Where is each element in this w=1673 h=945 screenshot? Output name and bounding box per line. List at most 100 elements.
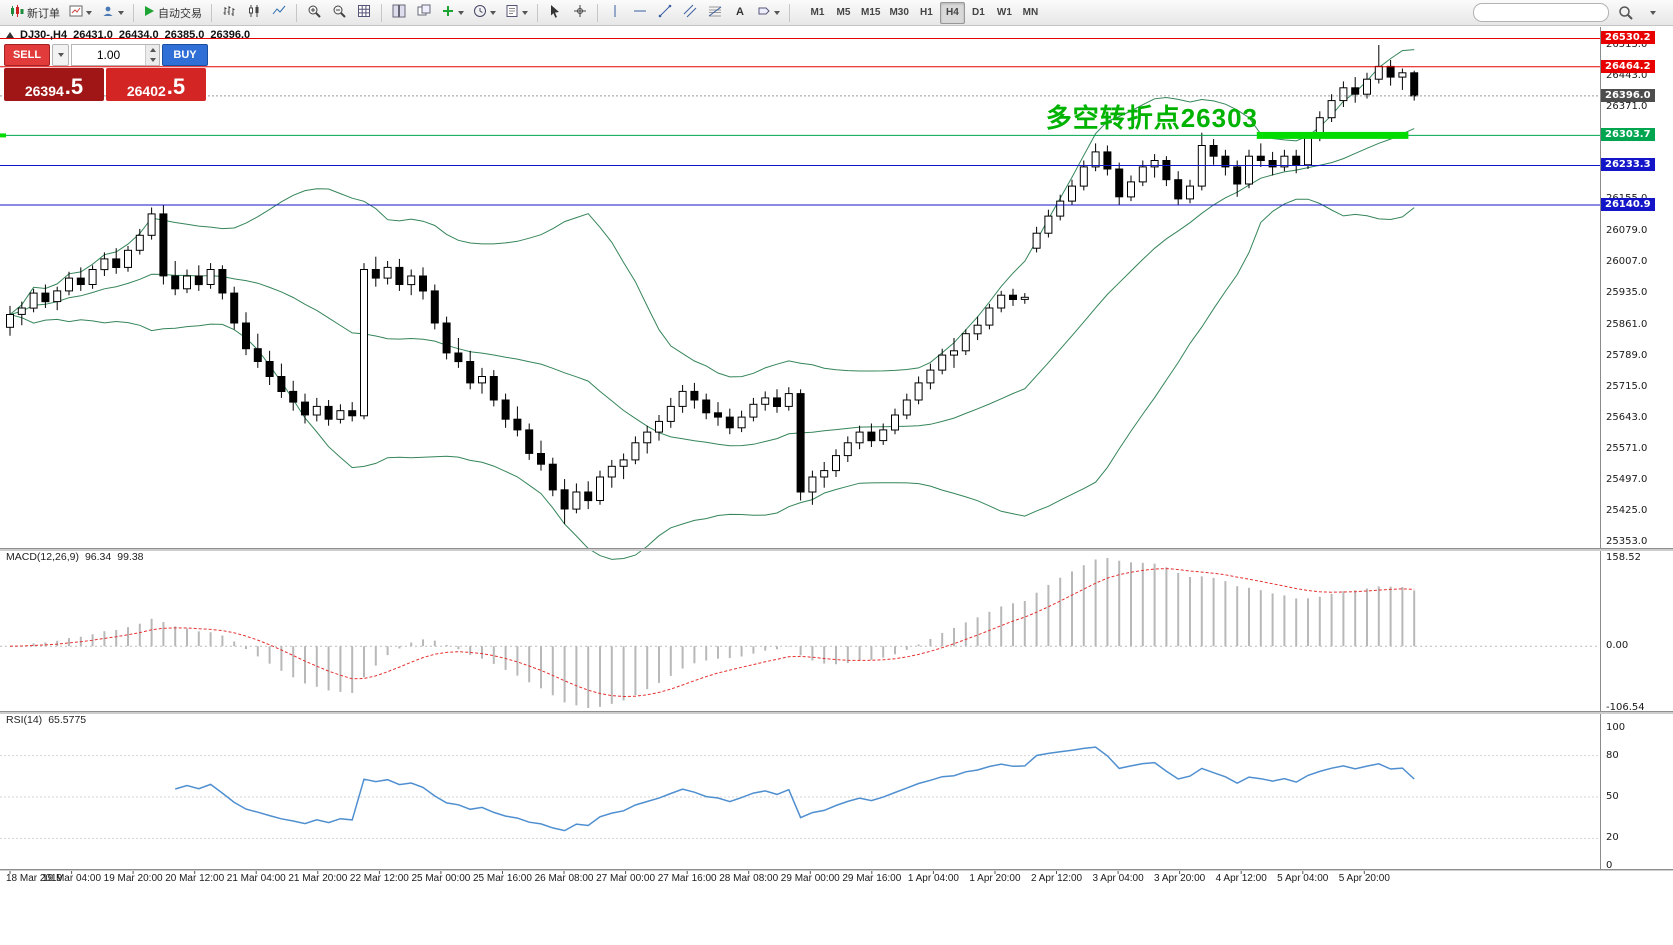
candle (242, 322, 250, 350)
bar-chart-button[interactable] (217, 2, 241, 24)
candle (784, 393, 793, 407)
panel-separator-main-macd[interactable] (0, 548, 1673, 551)
timeframe-button-m30[interactable]: M30 (885, 2, 912, 24)
buy-price-box[interactable]: 26402 .5 (106, 68, 206, 101)
candle (702, 399, 711, 414)
linechart-icon (272, 4, 286, 21)
search-input[interactable] (1473, 3, 1609, 22)
zoomout-icon (332, 4, 346, 21)
bars-icon (222, 4, 236, 21)
crosshair-button[interactable] (568, 2, 592, 24)
grid-button[interactable] (352, 2, 376, 24)
channel-button[interactable] (678, 2, 702, 24)
timeframe-button-h1[interactable]: H1 (914, 2, 939, 24)
cascade-windows-button[interactable] (412, 2, 436, 24)
candlestick-chart-button[interactable] (242, 2, 266, 24)
candle (560, 489, 569, 510)
timeframe-button-m1[interactable]: M1 (805, 2, 830, 24)
horizontal-line-button[interactable] (628, 2, 652, 24)
candle (607, 465, 616, 478)
order-settings-dropdown[interactable] (52, 44, 69, 66)
candle (218, 269, 227, 294)
trendline-button[interactable] (653, 2, 677, 24)
buy-button[interactable]: BUY (162, 44, 208, 66)
candle (1410, 72, 1419, 97)
candle (419, 275, 427, 292)
panel-separator-macd-rsi[interactable] (0, 711, 1673, 714)
sell-price-box[interactable]: 26394 .5 (4, 68, 104, 101)
macd-histogram (20, 558, 1416, 708)
candle (1292, 155, 1301, 166)
candle (1209, 145, 1218, 157)
toolbar-button-label: 新订单 (27, 7, 60, 20)
indicators-button[interactable] (437, 2, 468, 24)
chartwin-icon (69, 4, 83, 21)
timeframe-button-h4[interactable]: H4 (939, 1, 965, 24)
vertical-line-button[interactable] (603, 2, 627, 24)
volume-input[interactable] (72, 45, 145, 65)
templates-button[interactable] (501, 2, 532, 24)
chevron-down-icon (458, 10, 464, 15)
timeframe-button-d1[interactable]: D1 (966, 2, 991, 24)
tile-windows-button[interactable] (387, 2, 411, 24)
sell-button[interactable]: SELL (4, 44, 50, 66)
timeframe-button-mn[interactable]: MN (1018, 2, 1043, 24)
arrows-button[interactable] (753, 2, 784, 24)
toolbar-separator (789, 3, 790, 22)
candle (902, 399, 911, 416)
toolbar-separator (381, 3, 382, 22)
candle (29, 292, 38, 309)
timeframe-button-w1[interactable]: W1 (992, 2, 1017, 24)
timeframe-button-m5[interactable]: M5 (831, 2, 856, 24)
text-button[interactable]: A (728, 2, 752, 24)
candles-icon (247, 4, 261, 21)
open-value: 26431.0 (73, 29, 113, 41)
neworder-icon (10, 4, 24, 21)
new-order-button[interactable]: 新订单 (6, 2, 64, 24)
zoom-in-button[interactable] (302, 2, 326, 24)
candle (253, 348, 262, 363)
candle (88, 269, 97, 285)
candle (454, 352, 463, 363)
vline-icon (608, 4, 622, 21)
candle (17, 307, 26, 315)
candle (773, 397, 781, 407)
candle (891, 414, 899, 431)
ask-price-pips: .5 (166, 74, 186, 99)
candle (230, 292, 239, 324)
fibonacci-button[interactable] (703, 2, 727, 24)
collapse-triangle-icon[interactable] (6, 32, 14, 38)
toolbar-overflow-button[interactable] (1641, 2, 1665, 24)
new-chart-button[interactable] (65, 2, 96, 24)
candle (761, 397, 770, 405)
candle (1091, 151, 1100, 168)
zoom-out-button[interactable] (327, 2, 351, 24)
period-button[interactable] (469, 2, 500, 24)
candle (1103, 151, 1112, 170)
candle (206, 269, 215, 285)
volume-decrease-button[interactable] (146, 55, 159, 65)
candle (690, 390, 699, 401)
auto-trading-button[interactable]: 自动交易 (139, 2, 206, 24)
pivot-annotation-text[interactable]: 多空转折点26303 (1045, 103, 1258, 133)
rsi-value: 65.5775 (48, 714, 87, 726)
search-icon[interactable] (1613, 2, 1637, 24)
profiles-button[interactable] (97, 2, 128, 24)
trade-panel-controls: SELL BUY (4, 44, 208, 66)
candle (985, 307, 994, 326)
chevron-down-icon (522, 10, 528, 15)
label-icon (757, 4, 771, 21)
line-chart-button[interactable] (267, 2, 291, 24)
volume-increase-button[interactable] (146, 45, 159, 55)
cursor-button[interactable] (543, 2, 567, 24)
trendline-icon (658, 4, 672, 21)
pivot-highlight-bar[interactable] (1256, 131, 1409, 139)
candle (1162, 160, 1171, 181)
candle (1079, 166, 1088, 187)
candle (973, 324, 982, 335)
timeframe-button-m15[interactable]: M15 (857, 2, 884, 24)
cursor-icon (548, 4, 562, 21)
candle (76, 277, 85, 286)
candle (147, 213, 156, 236)
